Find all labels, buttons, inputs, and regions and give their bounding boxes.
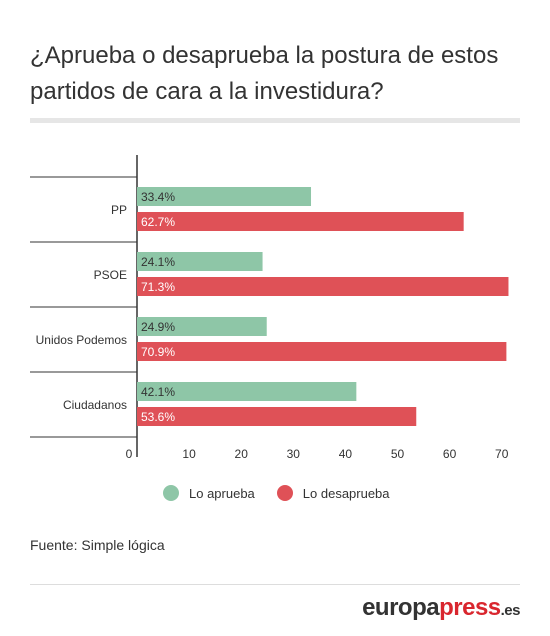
- footer-divider: [30, 584, 520, 585]
- bar-desaprueba: [137, 212, 464, 231]
- data-label: 24.1%: [141, 255, 175, 269]
- category-label: Ciudadanos: [63, 398, 127, 412]
- x-tick-label: 0: [126, 447, 133, 461]
- bar-aprueba: [137, 187, 312, 206]
- bar-aprueba: [137, 317, 267, 336]
- legend-label-aprueba: Lo aprueba: [189, 485, 255, 501]
- brand-logo: europapress.es: [362, 594, 520, 622]
- bar-chart: PP 33.4% 62.7% PSOE 24.1% 71.3% Unidos Podemos…: [30, 155, 509, 461]
- legend-label-desaprueba: Lo desaprueba: [302, 485, 390, 501]
- category-label: PSOE: [94, 268, 127, 282]
- x-tick-label: 30: [287, 447, 301, 461]
- x-tick-label: 70: [495, 447, 509, 461]
- x-tick-label: 10: [182, 447, 196, 461]
- brand-logo-part3: .es: [500, 602, 521, 619]
- data-label: 33.4%: [141, 190, 175, 204]
- x-tick-label: 20: [235, 447, 249, 461]
- bar-desaprueba: [137, 342, 507, 361]
- x-tick-label: 60: [443, 447, 457, 461]
- data-label: 53.6%: [141, 410, 175, 424]
- category-label: PP: [111, 203, 127, 217]
- data-label: 42.1%: [141, 385, 175, 399]
- x-tick-label: 50: [391, 447, 405, 461]
- source-note: Fuente: Simple lógica: [30, 537, 165, 553]
- brand-logo-part1: europa: [362, 594, 440, 621]
- title-divider: [30, 118, 520, 123]
- bar-desaprueba: [137, 407, 417, 426]
- category-label: Unidos Podemos: [36, 333, 127, 347]
- bar-aprueba: [137, 252, 263, 271]
- legend: Lo aprueba Lo desaprueba: [163, 485, 412, 501]
- legend-item-aprueba: Lo aprueba: [163, 485, 255, 501]
- x-tick-label: 40: [339, 447, 353, 461]
- brand-logo-part2: press: [439, 594, 501, 621]
- data-label: 71.3%: [141, 280, 175, 294]
- bar-desaprueba: [137, 277, 509, 296]
- legend-item-desaprueba: Lo desaprueba: [276, 485, 390, 501]
- legend-swatch-desaprueba: [276, 485, 293, 501]
- data-label: 70.9%: [141, 345, 175, 359]
- bar-aprueba: [137, 382, 357, 401]
- data-label: 24.9%: [141, 320, 175, 334]
- data-label: 62.7%: [141, 215, 175, 229]
- legend-swatch-aprueba: [163, 485, 179, 501]
- chart-title: ¿Aprueba o desaprueba la postura de esto…: [30, 42, 499, 105]
